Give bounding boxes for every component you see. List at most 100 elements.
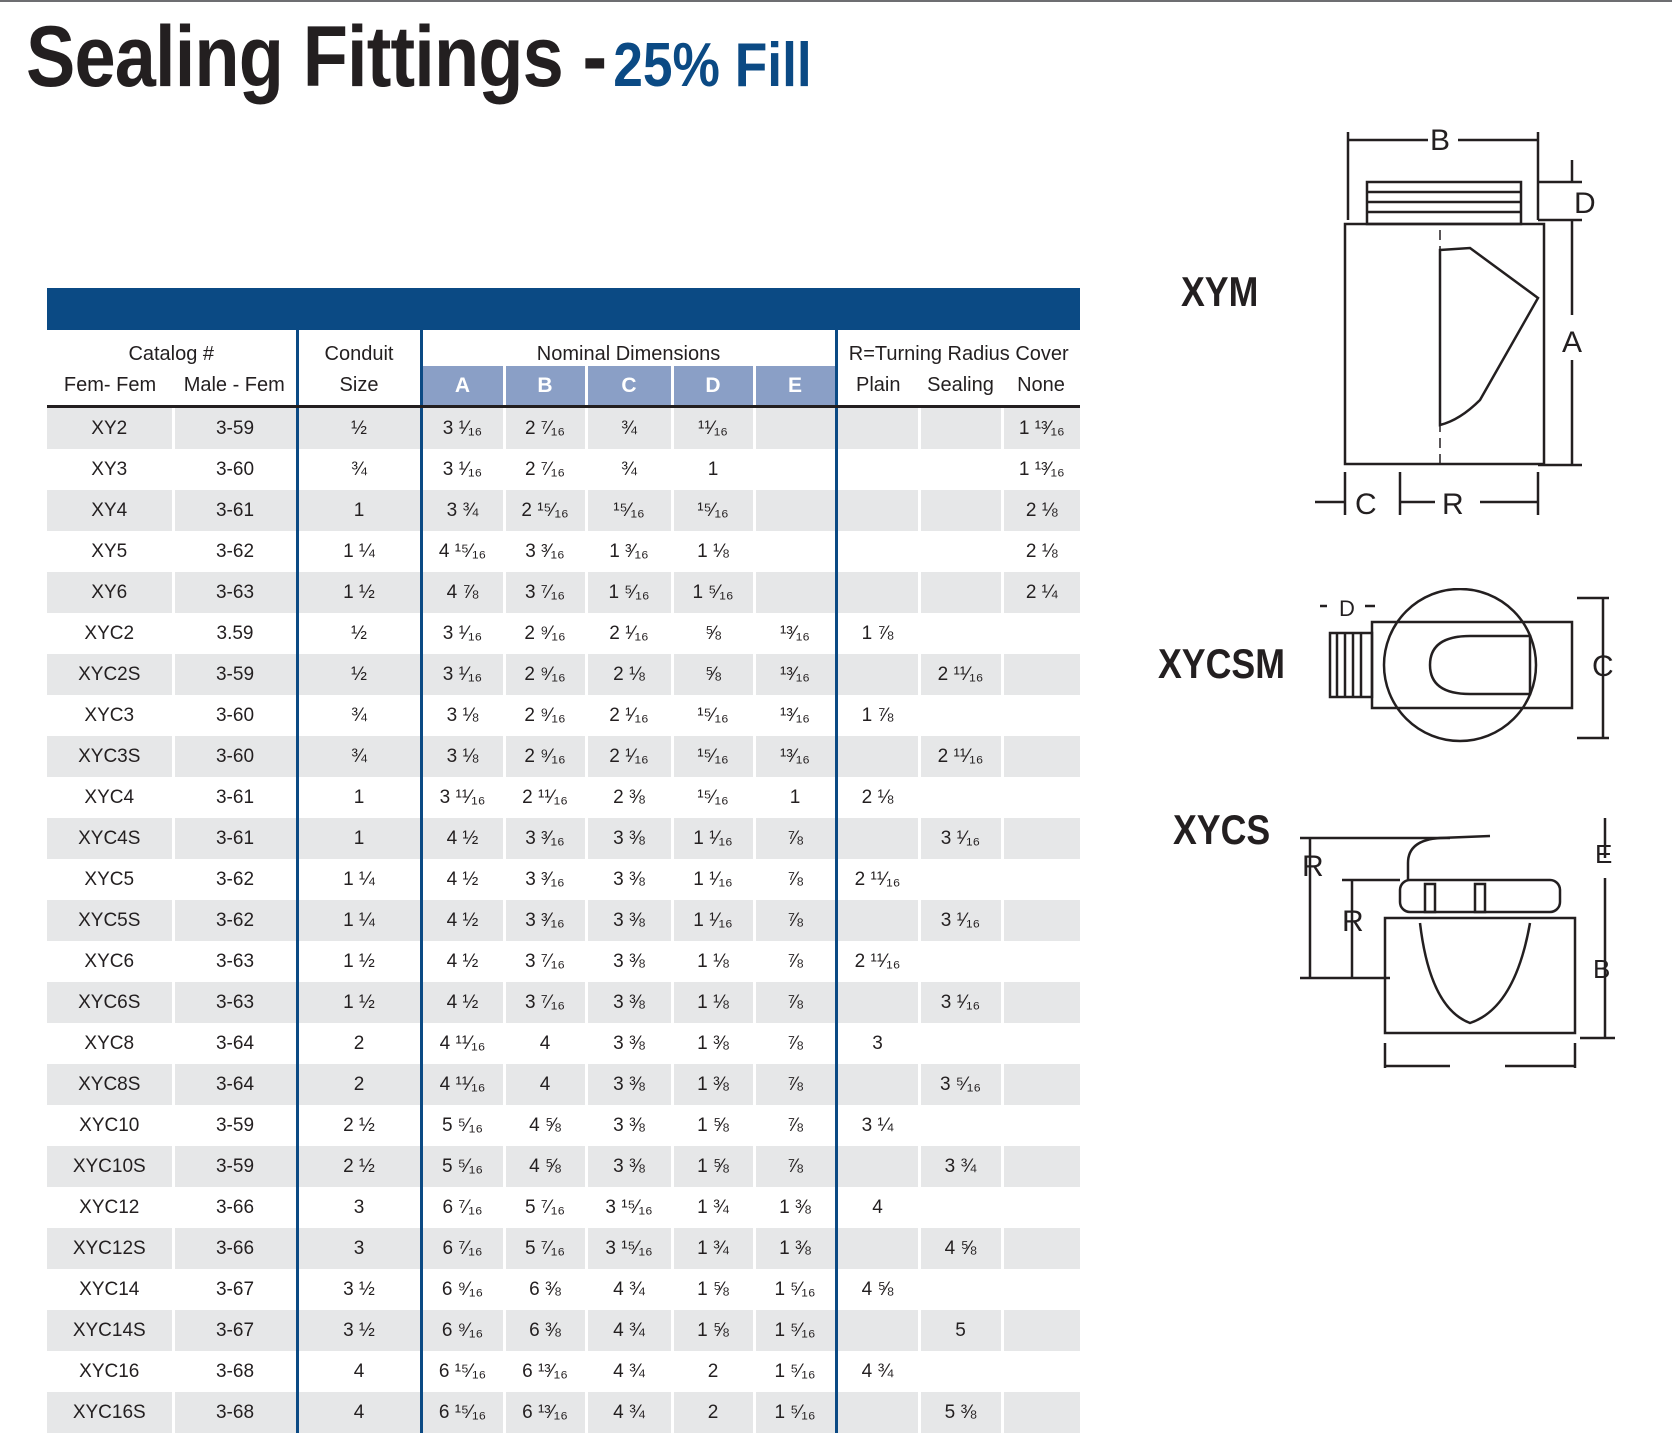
cell-sealing bbox=[917, 613, 1002, 654]
cell-none bbox=[1000, 777, 1081, 818]
cell-male-fem: 3-68 bbox=[171, 1351, 297, 1392]
header-conduit: Conduit bbox=[295, 330, 421, 366]
cell-dim-e bbox=[752, 490, 836, 531]
cell-dim-b: 2 ⁷⁄₁₆ bbox=[502, 449, 586, 490]
cell-dim-d: ¹⁵⁄₁₆ bbox=[670, 736, 754, 777]
cell-dim-a: 3 ¹⁄₁₆ bbox=[419, 613, 504, 654]
cell-plain: 1 ⅞ bbox=[834, 695, 919, 736]
header-catalog: Catalog # bbox=[128, 343, 215, 365]
cell-dim-d: 1 ¹⁄₁₆ bbox=[670, 818, 754, 859]
cell-fem-fem: XYC10 bbox=[79, 1114, 140, 1136]
cell-dim-e: ¹³⁄₁₆ bbox=[752, 613, 836, 654]
cell-fem-fem: XYC16 bbox=[79, 1360, 140, 1382]
cell-dim-c: 4 ¾ bbox=[584, 1392, 672, 1433]
cell-dim-b: 2 ⁹⁄₁₆ bbox=[502, 736, 586, 777]
cell-dim-e: ⅞ bbox=[752, 859, 836, 900]
header-row-groups: Catalog # Conduit Nominal Dimensions R=T… bbox=[47, 330, 1081, 366]
cell-sealing bbox=[917, 859, 1002, 900]
cell-fem-fem: XYC10S bbox=[47, 1146, 173, 1187]
header-size: Size bbox=[295, 366, 421, 408]
cell-plain bbox=[834, 654, 919, 695]
cell-dim-b: 2 ⁹⁄₁₆ bbox=[502, 654, 586, 695]
cell-none bbox=[1000, 941, 1081, 982]
cell-plain: 4 ¾ bbox=[834, 1351, 919, 1392]
cell-dim-d: ¹⁵⁄₁₆ bbox=[670, 777, 754, 818]
cell-male-fem: 3-59 bbox=[171, 406, 297, 449]
cell-none bbox=[1000, 1105, 1081, 1146]
cell-dim-b: 4 ⅝ bbox=[502, 1105, 586, 1146]
cell-dim-d: ¹⁵⁄₁₆ bbox=[670, 490, 754, 531]
cell-dim-d: 1 ⁵⁄₁₆ bbox=[670, 572, 754, 613]
cell-fem-fem: XYC14S bbox=[47, 1310, 173, 1351]
cell-dim-b: 6 ¹³⁄₁₆ bbox=[502, 1351, 586, 1392]
cell-plain bbox=[834, 736, 919, 777]
cell-dim-d: 2 bbox=[670, 1392, 754, 1433]
header-dim-b: B bbox=[502, 366, 586, 408]
cell-sealing bbox=[917, 1023, 1002, 1064]
top-rule bbox=[0, 0, 1672, 2]
cell-sealing bbox=[917, 941, 1002, 982]
xycsm-dim-d: D bbox=[1339, 596, 1355, 621]
cell-size: 3 bbox=[295, 1228, 421, 1269]
cell-none bbox=[1000, 1146, 1081, 1187]
cell-dim-a: 5 ⁵⁄₁₆ bbox=[419, 1105, 504, 1146]
cell-dim-b: 4 ⅝ bbox=[502, 1146, 586, 1187]
cell-dim-e: ⅞ bbox=[752, 1023, 836, 1064]
cell-dim-b: 3 ³⁄₁₆ bbox=[502, 900, 586, 941]
cell-dim-b: 3 ⁷⁄₁₆ bbox=[502, 982, 586, 1023]
cell-dim-c: 3 ¹⁵⁄₁₆ bbox=[584, 1187, 672, 1228]
cell-dim-a: 4 ¹¹⁄₁₆ bbox=[419, 1064, 504, 1105]
cell-plain bbox=[834, 490, 919, 531]
cell-male-fem: 3-67 bbox=[171, 1269, 297, 1310]
cell-none bbox=[1000, 1392, 1081, 1433]
cell-dim-c: 2 ¹⁄₁₆ bbox=[584, 613, 672, 654]
cell-dim-b: 4 bbox=[502, 1023, 586, 1064]
cell-sealing bbox=[917, 1351, 1002, 1392]
cell-dim-c: 2 ⅜ bbox=[584, 777, 672, 818]
header-male-fem: Male - Fem bbox=[173, 366, 297, 408]
cell-none bbox=[1000, 736, 1081, 777]
cell-plain bbox=[834, 449, 919, 490]
cell-sealing: 5 bbox=[917, 1310, 1002, 1351]
header-plain: Plain bbox=[834, 366, 919, 408]
cell-fem-fem: XYC12 bbox=[79, 1196, 140, 1218]
cell-dim-a: 4 ⅞ bbox=[419, 572, 504, 613]
cell-male-fem: 3-62 bbox=[171, 900, 297, 941]
cell-none bbox=[1000, 654, 1081, 695]
cell-size: 2 bbox=[295, 1023, 421, 1064]
cell-dim-e: ¹³⁄₁₆ bbox=[752, 736, 836, 777]
cell-dim-c: 4 ¾ bbox=[584, 1310, 672, 1351]
cell-dim-e: ⅞ bbox=[752, 941, 836, 982]
cell-sealing: 3 ¹⁄₁₆ bbox=[917, 982, 1002, 1023]
cell-sealing: 5 ⅜ bbox=[917, 1392, 1002, 1433]
cell-dim-e bbox=[752, 572, 836, 613]
cell-plain: 2 ¹¹⁄₁₆ bbox=[834, 941, 919, 982]
cell-fem-fem: XYC5 bbox=[84, 868, 135, 890]
cell-none bbox=[1000, 1064, 1081, 1105]
cell-plain bbox=[834, 982, 919, 1023]
cell-sealing bbox=[917, 777, 1002, 818]
cell-male-fem: 3-63 bbox=[171, 982, 297, 1023]
cell-dim-a: 3 ⅛ bbox=[419, 736, 504, 777]
cell-size: 3 bbox=[295, 1187, 421, 1228]
cell-dim-c: 3 ⅜ bbox=[584, 1023, 672, 1064]
cell-dim-c: 3 ⅜ bbox=[584, 941, 672, 982]
cell-dim-b: 4 bbox=[502, 1064, 586, 1105]
cell-size: 1 ¼ bbox=[295, 531, 421, 572]
xycs-dim-r-inner: R bbox=[1342, 905, 1364, 938]
cell-plain bbox=[834, 1228, 919, 1269]
cell-dim-d: 1 ⅜ bbox=[670, 1064, 754, 1105]
cell-dim-b: 2 ⁹⁄₁₆ bbox=[502, 613, 586, 654]
cell-sealing bbox=[917, 1187, 1002, 1228]
cell-dim-b: 5 ⁷⁄₁₆ bbox=[502, 1228, 586, 1269]
cell-dim-c: ¾ bbox=[584, 449, 672, 490]
cell-size: 2 ½ bbox=[295, 1105, 421, 1146]
